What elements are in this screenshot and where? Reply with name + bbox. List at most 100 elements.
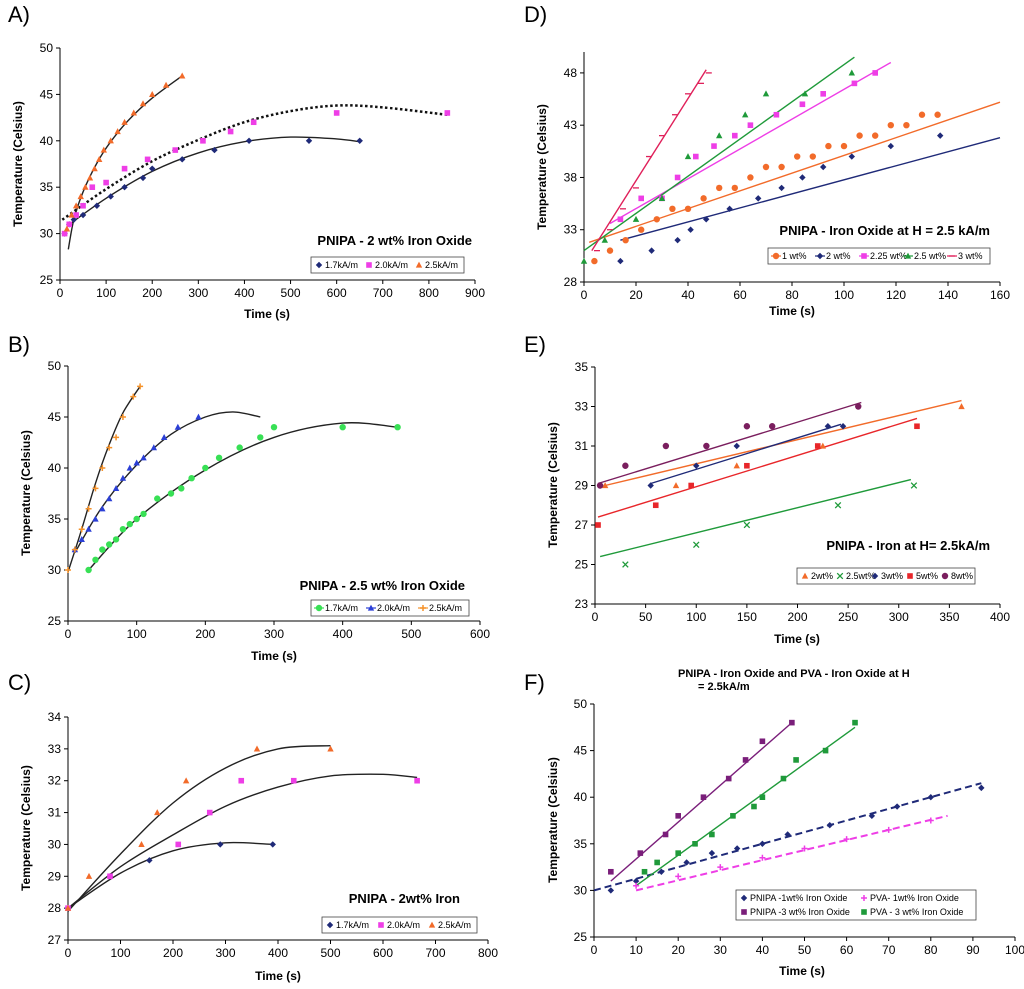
x-tick-label: 120 xyxy=(886,288,906,302)
legend-marker xyxy=(861,895,867,901)
x-axis-label: Time (s) xyxy=(779,964,825,978)
data-point xyxy=(658,868,665,875)
data-point xyxy=(133,515,140,523)
x-tick-label: 900 xyxy=(465,286,485,300)
legend-marker xyxy=(871,572,879,580)
data-point xyxy=(731,184,738,192)
data-point xyxy=(174,423,182,430)
x-tick-label: 20 xyxy=(629,288,643,302)
data-point xyxy=(820,163,827,171)
y-tick-label: 35 xyxy=(40,180,54,194)
x-tick-label: 50 xyxy=(798,943,812,957)
legend-marker xyxy=(420,605,426,611)
data-point xyxy=(253,745,261,752)
trend-line xyxy=(620,137,1001,241)
data-point xyxy=(107,873,113,880)
y-tick-label: 29 xyxy=(48,869,62,883)
y-tick-label: 38 xyxy=(564,170,578,184)
trend-line xyxy=(583,56,855,252)
y-axis-label: Temperature (Celsius) xyxy=(546,757,560,883)
chart-panel-b: B) 0 100 200 300 400 500 600 25 30 35 40 45 50 Time (s… xyxy=(8,332,490,663)
data-point xyxy=(730,813,736,819)
legend-entry: 2.5kA/m xyxy=(425,260,458,270)
data-point xyxy=(801,845,808,852)
data-point xyxy=(113,434,120,441)
y-tick-label: 25 xyxy=(574,930,588,944)
data-point xyxy=(887,142,894,150)
panel-letter: A) xyxy=(8,2,30,27)
data-point xyxy=(819,442,827,449)
trend-line xyxy=(67,773,418,909)
data-point xyxy=(927,817,934,824)
data-point xyxy=(978,784,985,792)
legend-marker xyxy=(861,909,867,915)
data-point xyxy=(150,444,158,451)
chart-panel-a: A) 0 100 200 300 400 500 600 700 800 900 25 30 35 40 45… xyxy=(8,2,485,321)
legend-entry: 5wt% xyxy=(916,571,938,581)
x-axis-label: Time (s) xyxy=(769,304,815,318)
data-point xyxy=(107,137,114,144)
x-axis-label: Time (s) xyxy=(251,649,297,663)
legend-entry: 1.7kA/m xyxy=(325,260,358,270)
data-point xyxy=(742,111,749,118)
data-point xyxy=(154,495,161,502)
data-point xyxy=(119,526,127,533)
data-point xyxy=(825,142,832,150)
x-tick-label: 300 xyxy=(889,610,909,624)
data-point xyxy=(688,482,694,489)
data-point xyxy=(809,153,816,160)
data-point xyxy=(92,515,99,522)
data-point xyxy=(768,423,776,430)
data-point xyxy=(778,184,785,192)
data-point xyxy=(188,475,195,482)
legend-entry: 1 wt% xyxy=(782,251,807,261)
data-point xyxy=(202,464,209,472)
data-point xyxy=(327,745,334,752)
data-point xyxy=(762,163,770,171)
data-point xyxy=(68,211,75,218)
y-tick-label: 30 xyxy=(48,837,62,851)
legend-marker xyxy=(741,909,747,915)
trend-line xyxy=(88,422,398,571)
trend-line xyxy=(588,101,1001,243)
legend-marker xyxy=(367,604,375,611)
legend-box xyxy=(735,889,977,921)
data-point xyxy=(77,193,84,200)
data-point xyxy=(801,90,809,97)
data-point xyxy=(78,536,85,542)
y-axis-label: Temperature (Celsius) xyxy=(546,422,560,548)
legend-marker xyxy=(366,262,372,268)
data-point xyxy=(927,794,934,801)
data-point xyxy=(742,757,749,763)
data-point xyxy=(848,153,855,160)
data-point xyxy=(653,216,660,223)
data-point xyxy=(693,462,700,469)
data-point xyxy=(700,794,707,800)
y-tick-label: 33 xyxy=(48,742,62,756)
trend-line xyxy=(635,726,856,887)
data-point xyxy=(674,174,681,181)
data-point xyxy=(63,225,71,232)
data-point xyxy=(708,849,716,857)
legend-entry: 2 wt% xyxy=(826,251,851,261)
legend-box xyxy=(796,567,976,585)
legend-marker xyxy=(772,252,780,260)
chart-title-line: = 2.5kA/m xyxy=(698,681,750,693)
x-tick-label: 500 xyxy=(401,627,421,641)
y-tick-label: 25 xyxy=(575,558,589,572)
data-point xyxy=(106,444,113,451)
data-point xyxy=(725,775,732,782)
y-tick-label: 35 xyxy=(574,837,588,851)
data-point xyxy=(692,841,698,847)
x-tick-label: 0 xyxy=(591,943,598,957)
data-point xyxy=(140,454,147,461)
data-point xyxy=(339,424,346,431)
data-point xyxy=(692,541,700,549)
legend-entry: 1.7kA/m xyxy=(336,920,369,930)
legend-entry: 3wt% xyxy=(881,571,903,581)
data-point xyxy=(595,522,601,528)
data-point xyxy=(793,757,799,763)
data-point xyxy=(684,205,692,213)
y-tick-label: 30 xyxy=(574,883,588,897)
data-point xyxy=(172,147,179,153)
